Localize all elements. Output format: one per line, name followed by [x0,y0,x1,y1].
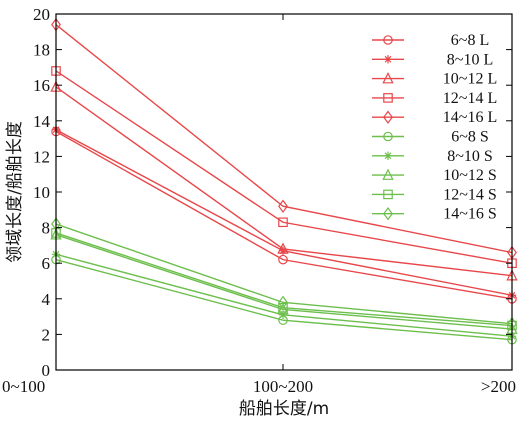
y-tick-label: 8 [42,219,51,238]
data-point [278,295,288,310]
y-tick-label: 12 [33,147,50,166]
legend-item: 12~14 S [372,186,497,203]
legend-marker [383,35,393,45]
legend: 6~8 L 8~10 L 10~12 L 12~14 L 14~16 L 6~8 S 8~1… [372,32,497,223]
legend-marker [383,206,393,221]
legend-marker [383,151,393,160]
legend-label: 10~12 S [443,167,497,184]
y-tick-label: 14 [33,112,51,131]
legend-label: 8~10 L [447,51,493,68]
data-point [278,254,288,265]
legend-item: 8~10 L [372,51,493,68]
y-tick-label: 4 [42,290,51,309]
series-line [55,223,513,325]
x-axis: 0~100 100~200 >200 [2,14,516,396]
series-line [55,258,513,341]
y-tick-label: 18 [33,41,50,60]
data-point [278,199,288,213]
series-line [55,130,513,300]
legend-label: 14~16 S [443,206,497,223]
y-tick-label: 16 [33,76,50,95]
series-line [55,24,513,254]
series-line [55,86,513,277]
data-point [278,217,288,228]
series-14-16-s [51,217,517,331]
y-tick-label: 20 [33,5,50,24]
x-axis-title: 船舶长度/m [239,399,329,419]
legend-marker [383,55,393,64]
legend-marker [383,110,393,124]
legend-marker [383,189,393,200]
x-tick-label: >200 [481,377,516,396]
legend-label: 8~10 S [447,148,493,165]
legend-item: 10~12 S [372,167,497,184]
legend-item: 14~16 L [372,109,497,126]
legend-item: 12~14 L [372,90,497,107]
data-point [277,302,289,315]
legend-item: 6~8 S [372,129,489,146]
y-tick-label: 6 [42,254,51,273]
legend-label: 10~12 L [443,71,497,88]
x-tick-label: 100~200 [253,377,313,396]
y-tick-label: 0 [42,361,51,380]
x-tick-label: 0~100 [2,377,45,396]
legend-item: 10~12 L [372,71,497,88]
y-tick-label: 2 [42,325,51,344]
legend-label: 12~14 S [443,186,497,203]
legend-item: 6~8 L [372,32,489,49]
data-point [278,246,288,255]
legend-item: 14~16 S [372,206,497,223]
legend-label: 6~8 L [451,32,489,49]
legend-marker [383,93,393,103]
legend-label: 12~14 L [443,90,497,107]
data-point [278,302,288,313]
legend-item: 8~10 S [372,148,493,165]
series-line [55,70,513,264]
series-line [55,234,513,330]
legend-marker [383,131,393,142]
y-axis: 0 2 4 6 8 10 12 14 16 18 20 [33,5,512,380]
y-axis-title: 领域长度/船舶长度 [5,121,25,263]
data-point [278,310,288,320]
y-tick-label: 10 [33,183,50,202]
legend-marker [382,168,394,180]
data-point [277,242,289,254]
legend-marker [382,72,394,84]
legend-label: 6~8 S [451,129,489,146]
legend-label: 14~16 L [443,109,497,126]
series-layer [50,17,518,345]
